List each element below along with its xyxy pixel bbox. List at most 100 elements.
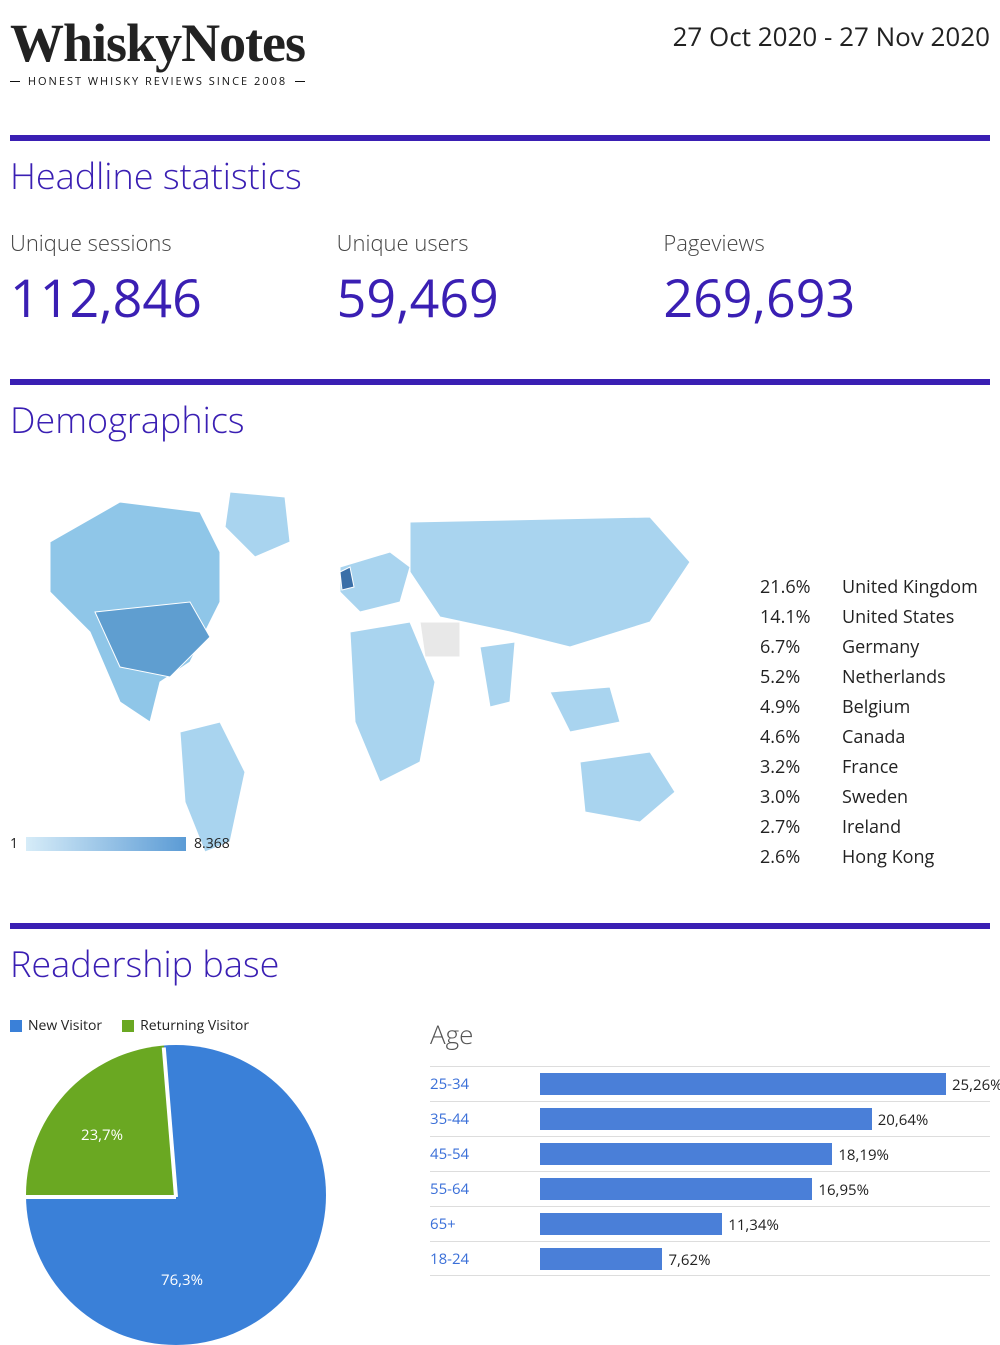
country-name: Ireland [842,812,901,842]
swatch-icon [122,1020,134,1032]
country-pct: 5.2% [760,662,818,692]
age-bar-wrap: 7,62% [540,1248,990,1270]
country-row: 4.6% Canada [760,722,990,752]
age-row-label: 55-64 [430,1179,540,1199]
stat-value: 112,846 [10,262,337,333]
age-bar-chart: 25-3425,26%35-4420,64%45-5418,19%55-6416… [430,1066,990,1276]
pie-slice-return-label: 23,7% [81,1125,123,1145]
section-title-headline: Headline statistics [10,151,990,200]
map-legend-gradient [26,837,186,851]
divider [10,135,990,141]
visitor-pie-chart: 23,7% 76,3% [26,1045,326,1345]
age-bar [540,1248,662,1270]
age-bar-value: 20,64% [878,1110,929,1130]
age-row: 35-44 20,64% [430,1101,990,1136]
age-bar-value: 25,26% [952,1075,1000,1095]
age-bar-value: 11,34% [728,1215,779,1235]
readership-row: New Visitor Returning Visitor 23,7% 76,3… [10,1016,990,1345]
stat-users: Unique users 59,469 [337,228,664,333]
age-row: 18-24 7,62% [430,1241,990,1276]
section-title-readership: Readership base [10,939,990,988]
country-name: Canada [842,722,905,752]
stat-label: Unique sessions [10,228,337,258]
age-bar [540,1143,832,1165]
age-row-label: 45-54 [430,1144,540,1164]
pie-slice-new-label: 76,3% [161,1270,203,1290]
age-row-label: 18-24 [430,1249,540,1269]
country-name: Sweden [842,782,908,812]
age-row-label: 65+ [430,1214,540,1234]
country-row: 4.9% Belgium [760,692,990,722]
country-pct: 2.6% [760,842,818,872]
age-bar-wrap: 11,34% [540,1213,990,1235]
world-map: 1 8.368 [10,472,730,877]
map-legend: 1 8.368 [10,834,230,853]
country-list: 21.6%United Kingdom14.1%United States6.7… [760,472,990,877]
swatch-icon [10,1020,22,1032]
pie-legend-new: New Visitor [10,1016,102,1035]
world-map-svg [10,472,730,872]
country-row: 3.2% France [760,752,990,782]
stat-pageviews: Pageviews 269,693 [663,228,990,333]
map-legend-max: 8.368 [194,834,230,853]
report-header: WhiskyNotes HONEST WHISKY REVIEWS SINCE … [10,10,990,89]
logo-tagline: HONEST WHISKY REVIEWS SINCE 2008 [28,74,287,89]
country-pct: 4.9% [760,692,818,722]
age-chart-column: Age 25-3425,26%35-4420,64%45-5418,19%55-… [430,1016,990,1345]
demographics-row: 1 8.368 21.6% United Kingdom 14.1% United S… [10,472,990,877]
country-pct: 4.6% [760,722,818,752]
country-pct: 3.2% [760,752,818,782]
pie-legend-new-label: New Visitor [28,1016,102,1035]
age-bar-wrap: 25,26% [540,1073,990,1095]
age-bar [540,1073,946,1095]
stat-sessions: Unique sessions 112,846 [10,228,337,333]
pie-legend-return: Returning Visitor [122,1016,249,1035]
map-legend-min: 1 [10,834,18,853]
age-chart-title: Age [430,1016,990,1052]
stat-value: 269,693 [663,262,990,333]
pie-legend: New Visitor Returning Visitor [10,1016,390,1035]
section-title-demographics: Demographics [10,395,990,444]
country-name: Netherlands [842,662,946,692]
age-bar-wrap: 18,19% [540,1143,990,1165]
country-pct: 3.0% [760,782,818,812]
country-pct: 6.7% [760,632,818,662]
pie-legend-return-label: Returning Visitor [140,1016,249,1035]
country-row: 14.1% United States [760,602,990,632]
country-row: 21.6% United Kingdom [760,572,990,602]
country-name: United States [842,602,954,632]
country-row: 2.7%Ireland [760,812,990,842]
country-name: United Kingdom [842,572,978,602]
age-row: 65+ 11,34% [430,1206,990,1241]
country-pct: 14.1% [760,602,818,632]
divider [10,923,990,929]
country-row: 2.6% Hong Kong [760,842,990,872]
country-name: Belgium [842,692,910,722]
age-row: 45-5418,19% [430,1136,990,1171]
stat-label: Unique users [337,228,664,258]
country-pct: 21.6% [760,572,818,602]
age-bar [540,1108,872,1130]
age-bar-wrap: 16,95% [540,1178,990,1200]
age-bar-value: 7,62% [668,1250,710,1270]
age-bar [540,1213,722,1235]
country-row: 5.2% Netherlands [760,662,990,692]
age-row-label: 35-44 [430,1109,540,1129]
age-bar [540,1178,812,1200]
age-bar-value: 16,95% [818,1180,869,1200]
logo: WhiskyNotes HONEST WHISKY REVIEWS SINCE … [10,10,305,89]
stat-label: Pageviews [663,228,990,258]
divider [10,379,990,385]
country-row: 3.0% Sweden [760,782,990,812]
age-row-label: 25-34 [430,1074,540,1094]
country-name: France [842,752,898,782]
stat-value: 59,469 [337,262,664,333]
country-row: 6.7% Germany [760,632,990,662]
visitor-pie-column: New Visitor Returning Visitor 23,7% 76,3… [10,1016,390,1345]
country-name: Germany [842,632,919,662]
country-name: Hong Kong [842,842,934,872]
logo-title: WhiskyNotes [10,16,305,70]
age-bar-wrap: 20,64% [540,1108,990,1130]
headline-stats: Unique sessions 112,846 Unique users 59,… [10,228,990,333]
date-range: 27 Oct 2020 - 27 Nov 2020 [673,10,990,54]
